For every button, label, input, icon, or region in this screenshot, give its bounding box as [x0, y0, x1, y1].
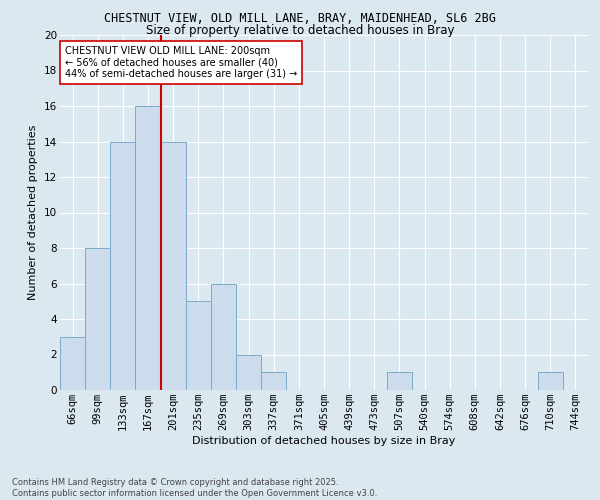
Bar [136, 106, 161, 390]
Text: CHESTNUT VIEW OLD MILL LANE: 200sqm
← 56% of detached houses are smaller (40)
44: CHESTNUT VIEW OLD MILL LANE: 200sqm ← 56… [65, 46, 298, 79]
Bar [161, 142, 186, 390]
Bar [261, 372, 286, 390]
Bar [387, 372, 412, 390]
Bar [85, 248, 110, 390]
Bar [538, 372, 563, 390]
X-axis label: Distribution of detached houses by size in Bray: Distribution of detached houses by size … [193, 436, 455, 446]
Bar [186, 301, 211, 390]
Text: Size of property relative to detached houses in Bray: Size of property relative to detached ho… [146, 24, 454, 37]
Y-axis label: Number of detached properties: Number of detached properties [28, 125, 38, 300]
Bar [110, 142, 136, 390]
Bar [60, 337, 85, 390]
Bar [211, 284, 236, 390]
Text: Contains HM Land Registry data © Crown copyright and database right 2025.
Contai: Contains HM Land Registry data © Crown c… [12, 478, 377, 498]
Text: CHESTNUT VIEW, OLD MILL LANE, BRAY, MAIDENHEAD, SL6 2BG: CHESTNUT VIEW, OLD MILL LANE, BRAY, MAID… [104, 12, 496, 26]
Bar [236, 354, 261, 390]
